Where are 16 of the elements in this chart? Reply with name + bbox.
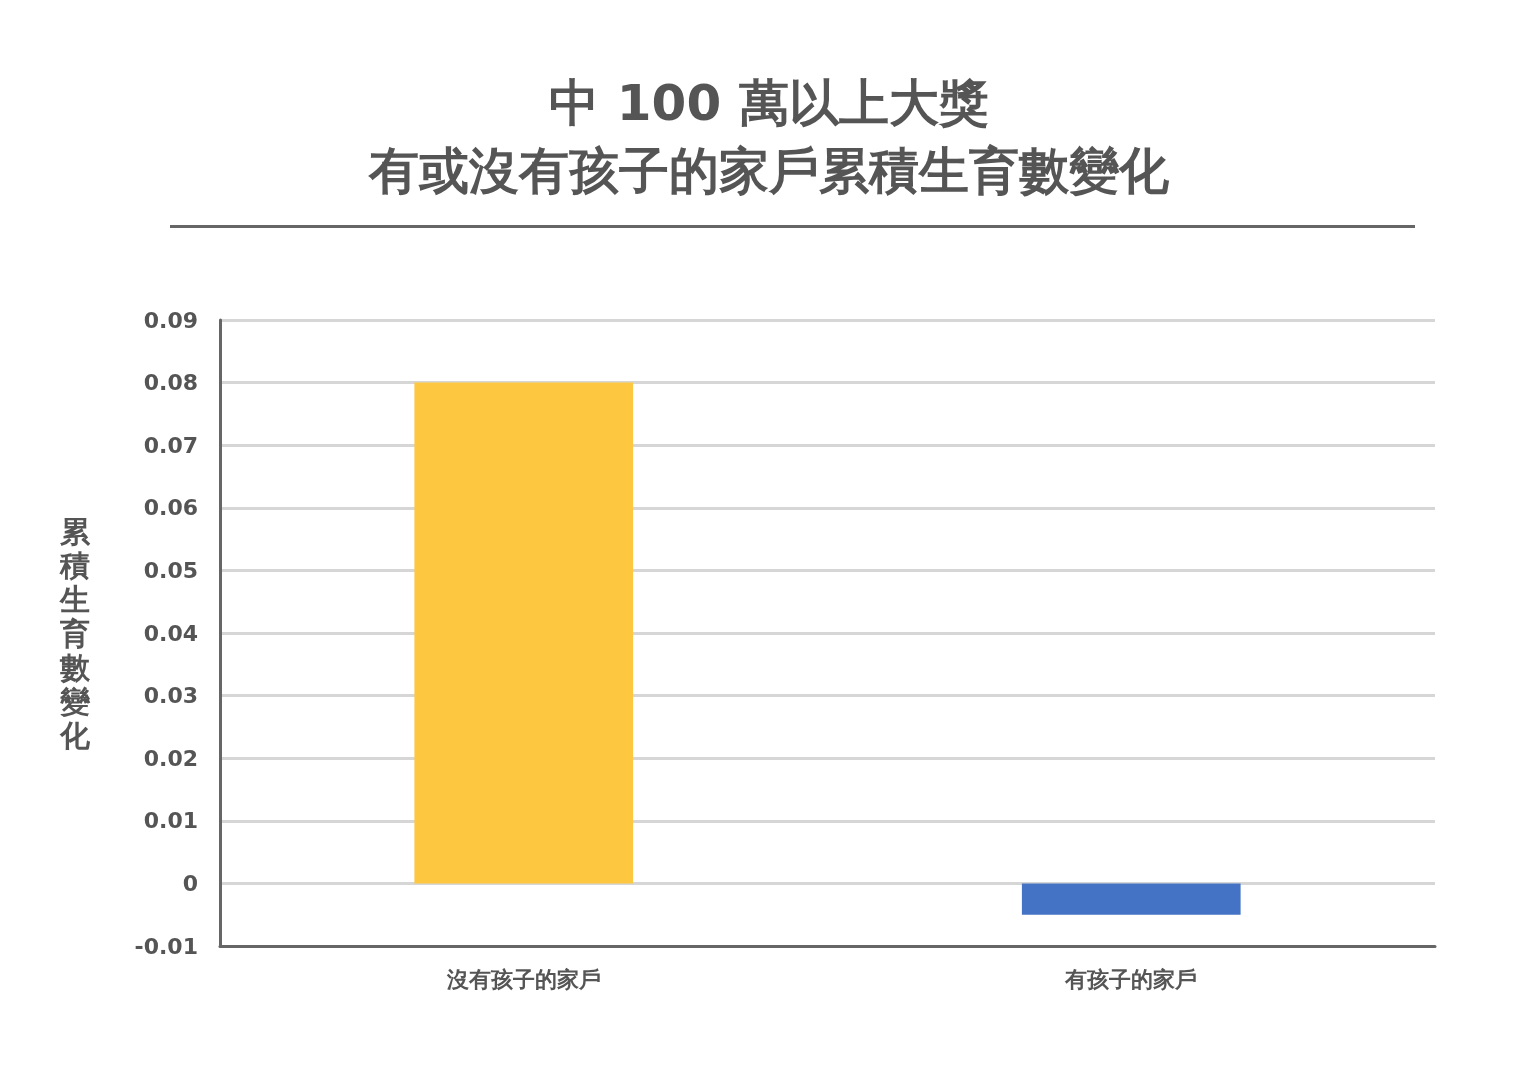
- y-tick-label: 0.02: [143, 745, 198, 771]
- y-tick-label: 0: [182, 870, 198, 896]
- y-tick-label: 0.05: [143, 557, 198, 583]
- chart-title: 中 100 萬以上大獎: [549, 74, 989, 132]
- x-tick-label: 沒有孩子的家戶: [445, 966, 601, 992]
- y-axis-title: 累積生育數變化: [59, 513, 91, 753]
- y-tick-label: -0.01: [134, 933, 198, 959]
- y-tick-label: 0.04: [143, 620, 198, 646]
- y-tick-label: 0.09: [143, 307, 198, 333]
- y-tick-label: 0.01: [143, 808, 198, 834]
- y-tick-label: 0.07: [143, 432, 198, 458]
- y-tick-label: 0.03: [143, 683, 198, 709]
- chart-subtitle: 有或沒有孩子的家戶累積生育數變化: [368, 142, 1170, 200]
- x-tick-label: 有孩子的家戶: [1064, 966, 1198, 992]
- y-tick-label: 0.08: [143, 370, 198, 396]
- y-tick-label: 0.06: [143, 495, 198, 521]
